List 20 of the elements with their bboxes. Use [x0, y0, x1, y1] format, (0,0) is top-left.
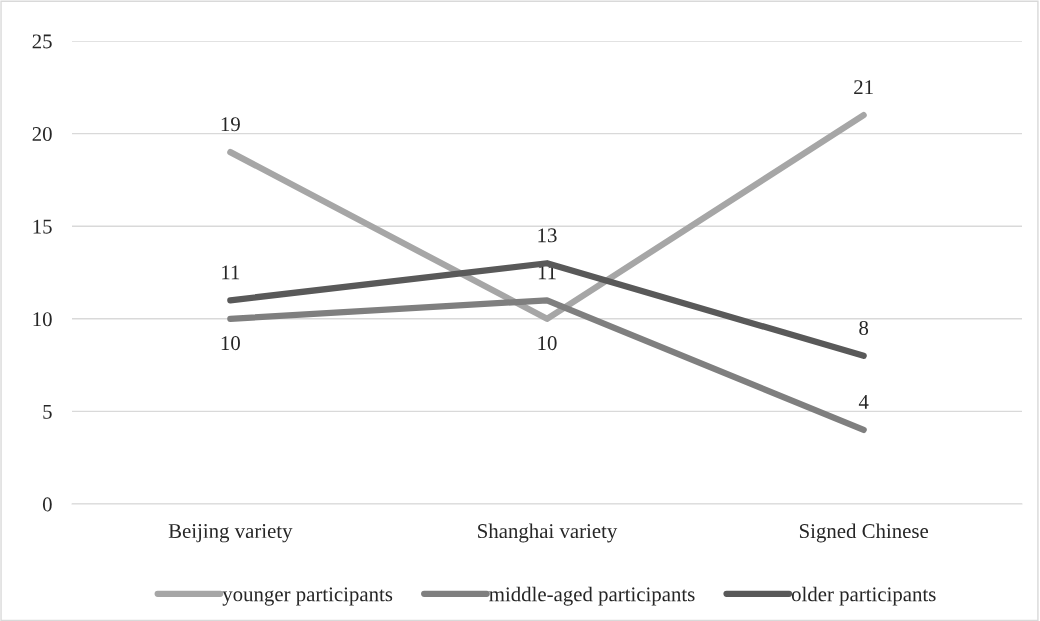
legend-label: middle-aged participants [489, 586, 695, 606]
x-tick-label: Shanghai variety [478, 523, 618, 543]
legend-label: younger participants [222, 587, 393, 606]
data-label: 11 [222, 265, 240, 280]
y-tick-label: 5 [43, 404, 52, 419]
x-tick-label: Beijing variety [168, 524, 293, 543]
y-tick-label: 10 [33, 312, 52, 327]
data-label: 21 [854, 80, 873, 94]
y-tick-label: 0 [42, 497, 52, 512]
y-tick-label: 25 [32, 34, 52, 49]
legend-label: older participants [791, 586, 936, 606]
x-tick-label: Signed Chinese [799, 523, 929, 543]
data-label: 19 [221, 117, 240, 132]
y-tick-label: 15 [33, 219, 52, 234]
data-label: 10 [221, 336, 240, 351]
data-label: 13 [538, 228, 557, 243]
data-label: 10 [538, 336, 557, 351]
data-label: 4 [858, 395, 869, 409]
y-tick-label: 20 [32, 126, 52, 142]
data-label: 8 [859, 320, 869, 335]
